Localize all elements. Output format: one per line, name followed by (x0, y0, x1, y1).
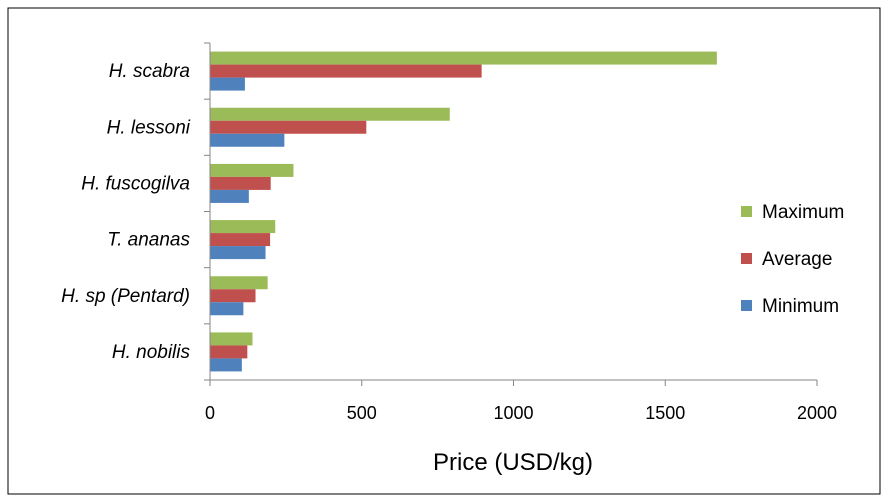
legend-label-average: Average (762, 249, 832, 270)
legend-swatch-average (741, 253, 752, 264)
bar-maximum-h-sp-pentard (210, 276, 268, 290)
bars-group (210, 51, 717, 372)
bar-maximum-h-nobilis (210, 332, 253, 346)
axes-group (204, 42, 818, 386)
x-tick-label-500: 500 (347, 403, 377, 423)
chart-border (7, 7, 881, 495)
bar-minimum-h-fuscogilva (210, 189, 249, 203)
bar-maximum-h-lessoni (210, 107, 450, 121)
category-label-h-lessoni: H. lessoni (107, 117, 191, 138)
bar-maximum-h-scabra (210, 51, 717, 65)
x-axis-title: Price (USD/kg) (433, 449, 593, 476)
bar-maximum-t-ananas (210, 220, 276, 234)
category-label-h-sp-pentard: H. sp (Pentard) (61, 286, 190, 307)
bar-minimum-h-scabra (210, 77, 245, 91)
bar-average-h-nobilis (210, 345, 248, 359)
bar-minimum-h-lessoni (210, 133, 285, 147)
legend-label-minimum: Minimum (762, 296, 839, 317)
category-label-h-fuscogilva: H. fuscogilva (81, 173, 190, 194)
legend-label-maximum: Maximum (762, 202, 844, 223)
category-label-t-ananas: T. ananas (107, 230, 190, 251)
category-label-h-nobilis: H. nobilis (112, 342, 191, 363)
bar-average-t-ananas (210, 233, 271, 247)
x-tick-label-1000: 1000 (493, 403, 533, 423)
x-tick-label-2000: 2000 (797, 403, 837, 423)
legend-swatch-minimum (741, 300, 752, 311)
legend: Maximum Average Minimum (741, 202, 844, 317)
bar-maximum-h-fuscogilva (210, 163, 294, 177)
bar-minimum-h-nobilis (210, 358, 242, 372)
category-labels: H. scabra H. lessoni H. fuscogilva T. anana… (61, 61, 191, 363)
bar-average-h-scabra (210, 64, 482, 78)
bar-average-h-fuscogilva (210, 176, 271, 190)
x-tick-labels: 0 500 1000 1500 2000 (205, 403, 837, 423)
x-tick-label-1500: 1500 (645, 403, 685, 423)
bar-minimum-t-ananas (210, 246, 266, 260)
category-label-h-scabra: H. scabra (109, 61, 190, 82)
bar-average-h-sp-pentard (210, 289, 256, 303)
bar-minimum-h-sp-pentard (210, 302, 244, 316)
legend-swatch-maximum (741, 206, 752, 217)
bar-average-h-lessoni (210, 120, 367, 134)
x-tick-label-0: 0 (205, 403, 215, 423)
